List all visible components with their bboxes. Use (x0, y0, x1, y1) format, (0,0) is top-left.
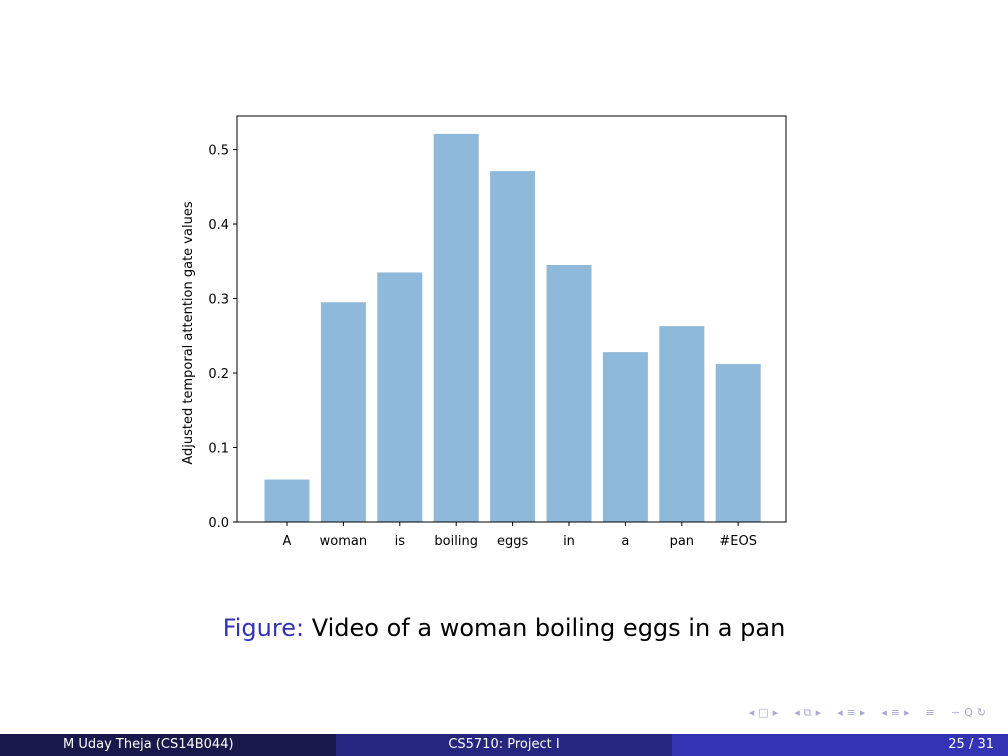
nav-refresh-icon[interactable]: ↻ (976, 706, 986, 719)
y-tick-label: 0.1 (208, 442, 229, 457)
beamer-nav-controls: ◂ □ ▸ ◂ ⧉ ▸ ◂ ≡ ▸ ◂ ≡ ▸ ≡ ∽ Q ↻ (749, 703, 986, 723)
bar-boiling (433, 133, 479, 522)
nav-next-doc-icon[interactable]: ▸ (904, 706, 910, 719)
y-tick-label: 0.5 (208, 144, 229, 159)
y-tick-label: 0.0 (208, 516, 229, 531)
x-tick-label: is (395, 534, 406, 549)
nav-back-icon[interactable]: ∽ (950, 706, 961, 719)
y-ticks-group: 0.0 0.1 0.2 0.3 0.4 0.5 (208, 144, 237, 531)
caption-label: Figure: (222, 614, 305, 642)
y-tick-label: 0.4 (208, 218, 229, 233)
nav-toc-icon[interactable]: ≡ (925, 706, 935, 719)
bar-is (377, 272, 423, 522)
nav-next-section-icon[interactable]: ▸ (859, 706, 866, 719)
nav-section-icon[interactable]: ≡ (846, 706, 856, 719)
y-tick-label: 0.2 (208, 367, 229, 382)
x-tick-label: a (621, 534, 629, 549)
nav-prev-frame-icon[interactable]: ◂ (748, 706, 755, 719)
nav-search-icon[interactable]: Q (964, 706, 973, 719)
bar-in (546, 264, 592, 522)
y-tick-label: 0.3 (208, 293, 229, 308)
bar-#EOS (715, 364, 761, 522)
axes-frame (236, 115, 787, 523)
y-axis-label: Adjusted temporal attention gate values (181, 201, 196, 464)
x-tick-label: woman (320, 534, 367, 549)
footer-page-number: 25 / 31 (672, 734, 1008, 756)
nav-subsection-icon[interactable]: ⧉ (803, 706, 812, 719)
bar-eggs (490, 171, 536, 523)
bar-pan (659, 326, 705, 522)
x-tick-label: A (283, 534, 292, 549)
figure-caption: Figure: Video of a woman boiling eggs in… (0, 614, 1008, 642)
nav-frame-icon[interactable]: □ (758, 706, 769, 719)
x-tick-label: pan (670, 534, 694, 549)
nav-next-subsection-icon[interactable]: ▸ (815, 706, 822, 719)
nav-doc-icon[interactable]: ≡ (890, 706, 901, 719)
nav-prev-section-icon[interactable]: ◂ (837, 706, 843, 719)
bar-woman (320, 302, 366, 522)
x-tick-label: eggs (497, 534, 529, 549)
bars-group (264, 133, 761, 523)
footer-bar: M Uday Theja (CS14B044) CS5710: Project … (0, 734, 1008, 756)
bar-A (264, 479, 310, 522)
footer-title: CS5710: Project I (336, 734, 672, 756)
caption-text: Video of a woman boiling eggs in a pan (311, 614, 786, 642)
nav-prev-subsection-icon[interactable]: ◂ (794, 706, 800, 719)
footer-author: M Uday Theja (CS14B044) (0, 734, 336, 756)
bar-a (602, 352, 648, 522)
x-tick-label: #EOS (719, 534, 757, 549)
nav-next-frame-icon[interactable]: ▸ (772, 706, 779, 719)
x-tick-label: boiling (434, 534, 478, 549)
x-tick-label: in (563, 534, 575, 549)
nav-prev-doc-icon[interactable]: ◂ (881, 706, 887, 719)
